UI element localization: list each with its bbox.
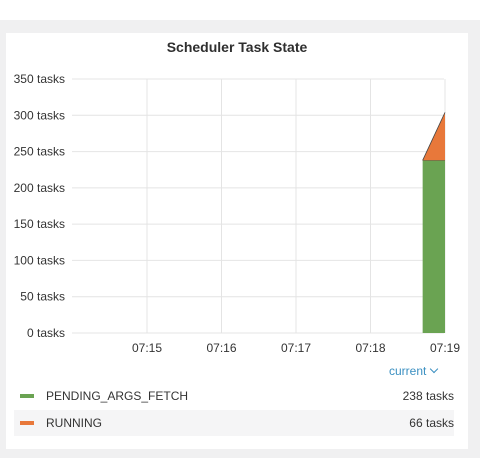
y-tick-label: 100 tasks <box>14 253 65 267</box>
chart-panel: Scheduler Task State 0 tasks 50 tasks 100 … <box>6 33 468 449</box>
legend-swatch <box>20 421 34 425</box>
grid <box>72 78 446 334</box>
y-tick-label: 50 tasks <box>20 290 65 304</box>
y-tick-label: 350 tasks <box>14 72 65 86</box>
legend-item-running[interactable]: RUNNING 66 tasks <box>14 410 454 436</box>
legend-name: PENDING_ARGS_FETCH <box>46 389 189 403</box>
y-tick-label: 300 tasks <box>14 108 65 122</box>
series-area <box>422 160 445 333</box>
x-tick-label: 07:17 <box>281 341 311 355</box>
y-tick-label: 150 tasks <box>14 217 65 231</box>
series-line <box>422 112 446 161</box>
y-tick-label: 250 tasks <box>14 145 65 159</box>
area-chart: 0 tasks 50 tasks 100 tasks 150 tasks 200 tas… <box>14 72 461 355</box>
series-areas <box>422 112 446 333</box>
legend-swatch <box>20 394 34 398</box>
x-tick-label: 07:16 <box>206 341 236 355</box>
legend-name: RUNNING <box>46 416 102 430</box>
current-dropdown[interactable]: current <box>389 364 439 378</box>
x-axis-labels: 07:15 07:16 07:17 07:18 07:19 <box>132 341 460 355</box>
y-tick-label: 200 tasks <box>14 181 65 195</box>
legend-value: 238 tasks <box>402 389 454 403</box>
legend-value: 66 tasks <box>409 416 454 430</box>
x-tick-label: 07:18 <box>355 341 385 355</box>
panel-title: Scheduler Task State <box>166 39 308 55</box>
chevron-down-icon <box>430 364 439 374</box>
y-axis-labels: 0 tasks 50 tasks 100 tasks 150 tasks 200 tas… <box>14 72 65 340</box>
x-tick-label: 07:15 <box>132 341 162 355</box>
x-tick-label: 07:19 <box>430 341 460 355</box>
top-strip <box>0 0 480 20</box>
y-tick-label: 0 tasks <box>27 326 65 340</box>
legend-item-pending-args-fetch[interactable]: PENDING_ARGS_FETCH 238 tasks <box>14 383 454 409</box>
current-label: current <box>389 364 427 378</box>
